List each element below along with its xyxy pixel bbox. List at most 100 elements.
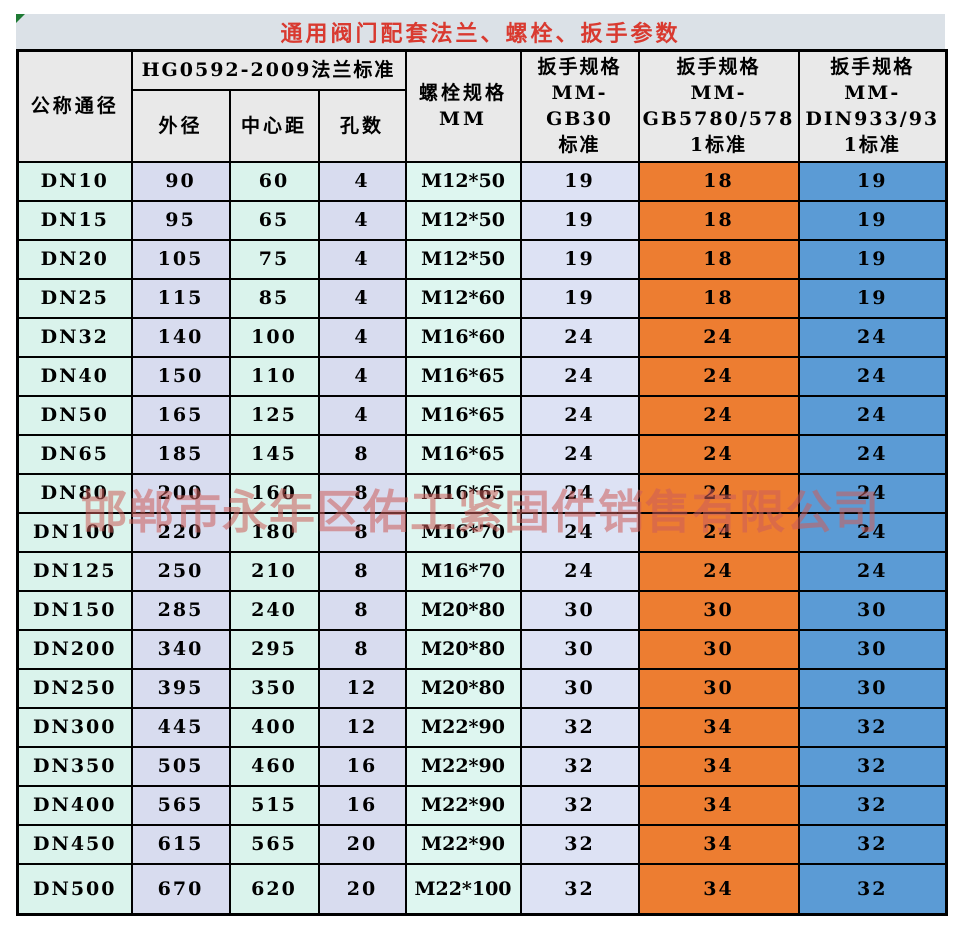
wrench-gb5780-cell: 30 [637,589,800,631]
dn-cell: DN40 [16,355,133,397]
bolt-spec-cell: M20*80 [404,667,522,709]
center-distance-cell: 100 [228,316,320,358]
outer-diameter-cell: 615 [130,823,231,865]
center-distance-cell: 60 [228,160,320,202]
wrench-gb5780-cell: 34 [637,784,800,826]
hole-count-cell: 20 [317,823,407,865]
page-title: 通用阀门配套法兰、螺栓、扳手参数 [280,20,681,47]
table-row: DN250 395 350 12 M20*80 30 30 30 [16,667,948,709]
bolt-spec-cell: M16*65 [404,433,522,475]
wrench-gb30-cell: 19 [519,277,640,319]
outer-diameter-cell: 285 [130,589,231,631]
bolt-spec-cell: M22*100 [404,862,522,916]
center-distance-cell: 125 [228,394,320,436]
dn-cell: DN300 [16,706,133,748]
wrench-gb5780-cell: 30 [637,628,800,670]
dn-cell: DN25 [16,277,133,319]
center-distance-cell: 180 [228,511,320,553]
outer-diameter-cell: 105 [130,238,231,280]
table-title-bar: 通用阀门配套法兰、螺栓、扳手参数 [16,14,945,49]
bolt-spec-cell: M22*90 [404,745,522,787]
wrench-gb30-cell: 19 [519,160,640,202]
outer-diameter-cell: 150 [130,355,231,397]
wrench-gb5780-cell: 24 [637,355,800,397]
wrench-gb30-cell: 30 [519,667,640,709]
wrench-din-cell: 24 [797,472,948,514]
dn-cell: DN400 [16,784,133,826]
center-distance-cell: 160 [228,472,320,514]
wrench-gb30-cell: 24 [519,355,640,397]
dn-cell: DN32 [16,316,133,358]
header-wrench-gb30: 扳手规格 MM-GB30 标准 [519,49,640,163]
hole-count-cell: 8 [317,628,407,670]
hole-count-cell: 4 [317,238,407,280]
wrench-din-cell: 24 [797,433,948,475]
dn-cell: DN10 [16,160,133,202]
outer-diameter-cell: 140 [130,316,231,358]
bolt-spec-cell: M16*65 [404,355,522,397]
wrench-gb30-cell: 30 [519,628,640,670]
bolt-spec-cell: M12*50 [404,160,522,202]
bolt-spec-cell: M16*65 [404,472,522,514]
wrench-gb30-cell: 32 [519,706,640,748]
bolt-spec-cell: M22*90 [404,784,522,826]
table-row: DN80 200 160 8 M16*65 24 24 24 [16,472,948,514]
wrench-gb30-cell: 19 [519,238,640,280]
hole-count-cell: 4 [317,355,407,397]
wrench-gb30-cell: 24 [519,316,640,358]
center-distance-cell: 145 [228,433,320,475]
wrench-gb30-cell: 30 [519,589,640,631]
hole-count-cell: 4 [317,160,407,202]
header-wrench-din933: 扳手规格 MM- DIN933/93 1标准 [797,49,948,163]
center-distance-cell: 110 [228,355,320,397]
wrench-gb30-cell: 24 [519,550,640,592]
wrench-din-cell: 24 [797,355,948,397]
wrench-gb5780-cell: 24 [637,316,800,358]
bolt-spec-cell: M12*50 [404,238,522,280]
wrench-din-cell: 19 [797,277,948,319]
dn-cell: DN65 [16,433,133,475]
bolt-spec-cell: M20*80 [404,628,522,670]
outer-diameter-cell: 115 [130,277,231,319]
wrench-gb30-cell: 32 [519,823,640,865]
table-row: DN10 90 60 4 M12*50 19 18 19 [16,160,948,202]
wrench-gb5780-cell: 24 [637,511,800,553]
bolt-spec-cell: M16*65 [404,394,522,436]
wrench-gb5780-cell: 30 [637,667,800,709]
hole-count-cell: 16 [317,745,407,787]
wrench-din-cell: 24 [797,316,948,358]
hole-count-cell: 8 [317,550,407,592]
bolt-spec-cell: M16*70 [404,511,522,553]
table-row: DN500 670 620 20 M22*100 32 34 32 [16,862,948,916]
dn-cell: DN500 [16,862,133,916]
header-nominal-diameter: 公称通径 [16,49,133,163]
dn-cell: DN15 [16,199,133,241]
outer-diameter-cell: 220 [130,511,231,553]
dn-cell: DN450 [16,823,133,865]
table-row: DN20 105 75 4 M12*50 19 18 19 [16,238,948,280]
dn-cell: DN150 [16,589,133,631]
outer-diameter-cell: 250 [130,550,231,592]
hole-count-cell: 4 [317,199,407,241]
hole-count-cell: 4 [317,316,407,358]
parameters-table: 公称通径 HG0592-2009法兰标准 螺栓规格 MM 扳手规格 MM-GB3… [16,49,948,916]
table-row: DN65 185 145 8 M16*65 24 24 24 [16,433,948,475]
table-row: DN300 445 400 12 M22*90 32 34 32 [16,706,948,748]
wrench-gb5780-cell: 34 [637,745,800,787]
table-row: DN450 615 565 20 M22*90 32 34 32 [16,823,948,865]
table-row: DN100 220 180 8 M16*70 24 24 24 [16,511,948,553]
header-bolt-spec: 螺栓规格 MM [404,49,522,163]
header-outer-diameter: 外径 [130,88,231,163]
table-header: 公称通径 HG0592-2009法兰标准 螺栓规格 MM 扳手规格 MM-GB3… [16,49,948,163]
wrench-gb5780-cell: 24 [637,394,800,436]
bolt-spec-cell: M16*70 [404,550,522,592]
hole-count-cell: 12 [317,667,407,709]
bolt-spec-cell: M12*60 [404,277,522,319]
wrench-gb30-cell: 24 [519,511,640,553]
header-wrench-gb5780: 扳手规格 MM- GB5780/578 1标准 [637,49,800,163]
outer-diameter-cell: 670 [130,862,231,916]
table-body: DN10 90 60 4 M12*50 19 18 19 DN15 95 65 4 M12*50 19 18… [16,160,948,916]
hole-count-cell: 12 [317,706,407,748]
wrench-din-cell: 32 [797,745,948,787]
wrench-gb30-cell: 24 [519,472,640,514]
